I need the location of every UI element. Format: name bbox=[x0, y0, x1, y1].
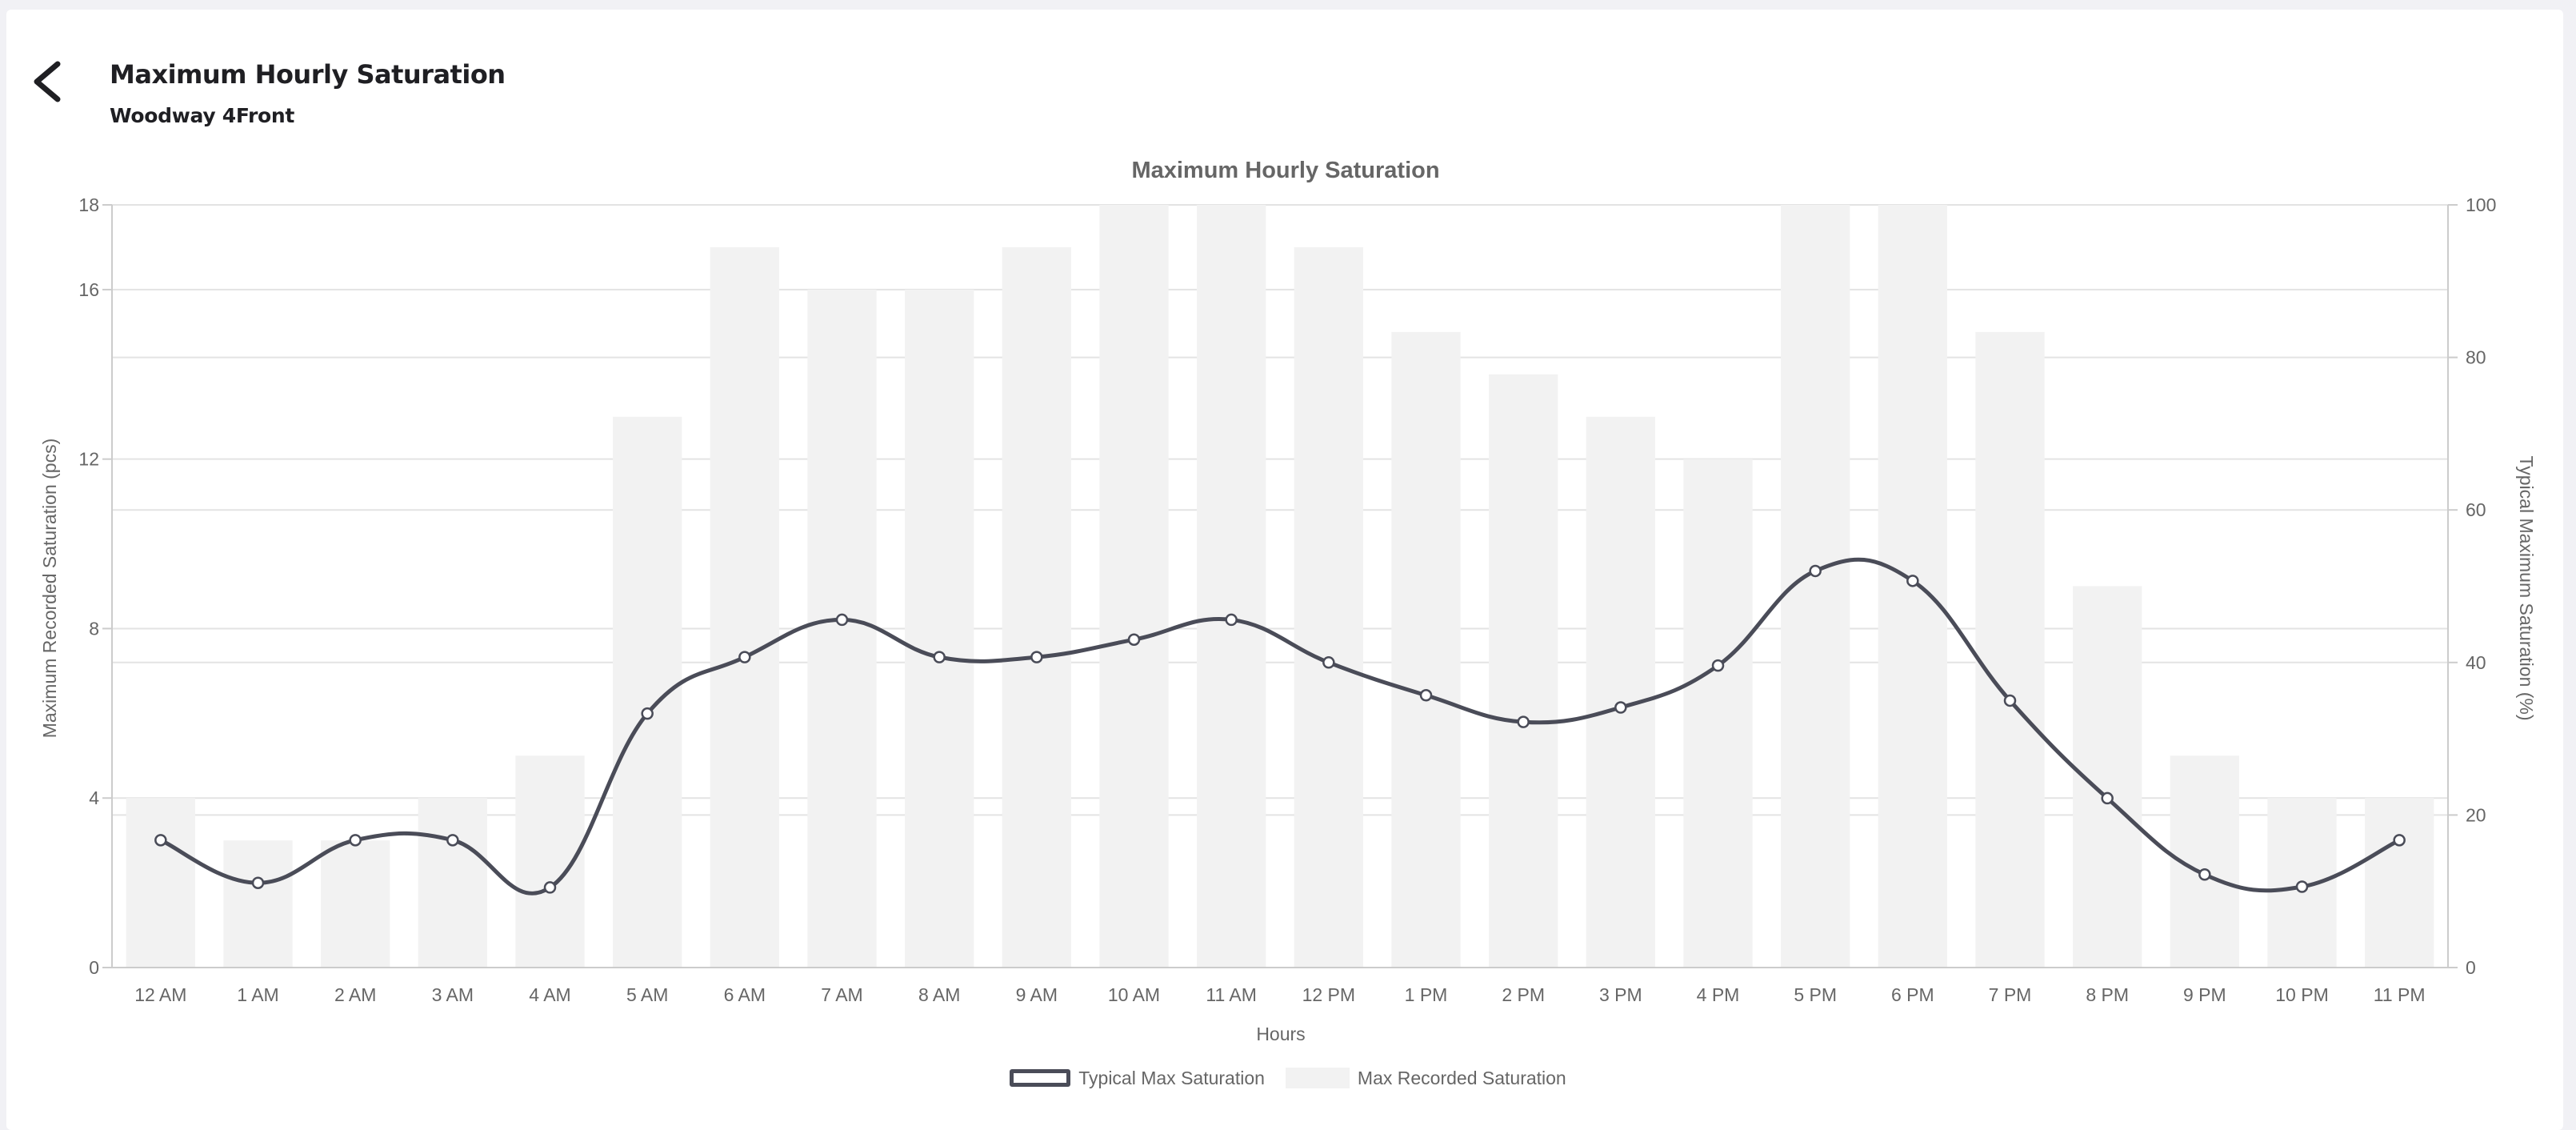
x-tick-label: 2 PM bbox=[1502, 984, 1545, 1005]
x-tick-label: 4 PM bbox=[1697, 984, 1740, 1005]
x-tick-label: 8 PM bbox=[2086, 984, 2129, 1005]
bar bbox=[126, 798, 196, 968]
y-tick-label: 18 bbox=[78, 194, 99, 215]
x-tick-label: 11 AM bbox=[1206, 984, 1257, 1005]
chevron-left-icon bbox=[34, 61, 61, 102]
x-tick-label: 6 PM bbox=[1891, 984, 1934, 1005]
x-tick-label: 12 PM bbox=[1302, 984, 1355, 1005]
line-point bbox=[1906, 575, 1919, 587]
bar bbox=[1586, 416, 1656, 968]
legend-label: Typical Max Saturation bbox=[1078, 1067, 1265, 1088]
x-tick-label: 11 PM bbox=[2374, 984, 2426, 1005]
line-point bbox=[2198, 868, 2211, 881]
bar bbox=[1099, 205, 1169, 968]
series-line-typical-max bbox=[159, 557, 2401, 896]
bar bbox=[2364, 798, 2434, 968]
y2-tick-label: 60 bbox=[2466, 499, 2486, 520]
bar bbox=[1683, 459, 1753, 968]
chart-title: Maximum Hourly Saturation bbox=[1131, 158, 1439, 183]
line-point bbox=[933, 651, 946, 663]
page-title: Maximum Hourly Saturation bbox=[110, 59, 506, 90]
x-tick-label: 7 PM bbox=[1989, 984, 2032, 1005]
legend-swatch-bar bbox=[1285, 1068, 1350, 1088]
x-tick-label: 7 AM bbox=[821, 984, 862, 1005]
bar bbox=[710, 246, 780, 968]
bar bbox=[904, 289, 974, 968]
x-tick-label: 6 AM bbox=[724, 984, 766, 1005]
bar bbox=[418, 798, 488, 968]
legend-swatch-line bbox=[1010, 1069, 1071, 1087]
y2-tick-label: 100 bbox=[2466, 194, 2496, 215]
bar bbox=[1488, 374, 1558, 968]
line-point bbox=[1517, 715, 1530, 728]
line-point bbox=[1614, 701, 1627, 714]
y2-tick-label: 0 bbox=[2466, 957, 2476, 978]
line-point bbox=[1322, 656, 1335, 669]
bar bbox=[612, 416, 682, 968]
y2-tick-label: 40 bbox=[2466, 652, 2486, 673]
bar bbox=[223, 840, 293, 968]
line-point bbox=[543, 881, 557, 894]
y-tick-label: 8 bbox=[89, 618, 99, 639]
y-axis-label: Maximum Recorded Saturation (pcs) bbox=[39, 439, 60, 739]
bar bbox=[1002, 246, 1072, 968]
x-tick-label: 10 PM bbox=[2275, 984, 2328, 1005]
line-point bbox=[1127, 633, 1141, 646]
line-point bbox=[154, 834, 167, 847]
x-tick-label: 3 AM bbox=[432, 984, 474, 1005]
x-tick-label: 8 AM bbox=[918, 984, 960, 1005]
line-point bbox=[835, 613, 849, 627]
y-tick-label: 4 bbox=[89, 787, 99, 808]
back-button[interactable] bbox=[24, 58, 72, 106]
line-point bbox=[1419, 689, 1433, 702]
bar bbox=[320, 840, 390, 968]
y-tick-label: 0 bbox=[89, 957, 99, 978]
page-subtitle: Woodway 4Front bbox=[110, 104, 295, 127]
y2-tick-label: 80 bbox=[2466, 347, 2486, 368]
bar bbox=[1294, 246, 1364, 968]
bar bbox=[807, 289, 877, 968]
bar bbox=[1196, 205, 1266, 968]
x-tick-label: 5 AM bbox=[626, 984, 668, 1005]
y-tick-label: 16 bbox=[78, 279, 99, 300]
x-tick-label: 10 AM bbox=[1108, 984, 1160, 1005]
y2-axis-label: Typical Maximum Saturation (%) bbox=[2516, 455, 2537, 720]
x-tick-label: 12 AM bbox=[134, 984, 186, 1005]
x-tick-label: 1 PM bbox=[1405, 984, 1448, 1005]
legend-label: Max Recorded Saturation bbox=[1357, 1067, 1566, 1088]
line-point bbox=[1225, 613, 1238, 627]
x-tick-label: 9 PM bbox=[2183, 984, 2226, 1005]
legend-item-typical[interactable]: Typical Max Saturation bbox=[1010, 1068, 1265, 1089]
line-point bbox=[2101, 791, 2114, 805]
line-point bbox=[1030, 651, 1043, 663]
x-tick-label: 2 AM bbox=[334, 984, 376, 1005]
x-tick-label: 9 AM bbox=[1016, 984, 1058, 1005]
line-point bbox=[446, 834, 459, 847]
line-point bbox=[641, 707, 654, 720]
y-tick-label: 12 bbox=[78, 449, 99, 470]
chart-legend: Typical Max Saturation Max Recorded Satu… bbox=[0, 1064, 2576, 1092]
x-tick-label: 5 PM bbox=[1794, 984, 1837, 1005]
bar bbox=[1391, 331, 1461, 968]
x-tick-label: 4 AM bbox=[529, 984, 570, 1005]
line-point bbox=[349, 834, 362, 847]
line-point bbox=[251, 876, 265, 889]
x-axis-label: Hours bbox=[1256, 1024, 1305, 1044]
y2-tick-label: 20 bbox=[2466, 804, 2486, 825]
line-point bbox=[1711, 659, 1725, 672]
line-point bbox=[738, 651, 751, 663]
line-point bbox=[2295, 880, 2309, 893]
line-point bbox=[2003, 694, 2017, 707]
legend-item-recorded[interactable]: Max Recorded Saturation bbox=[1285, 1067, 1566, 1089]
x-tick-label: 1 AM bbox=[237, 984, 278, 1005]
line-point bbox=[2393, 834, 2406, 847]
x-tick-label: 3 PM bbox=[1599, 984, 1642, 1005]
line-point bbox=[1809, 564, 1822, 578]
bar bbox=[1975, 331, 2045, 968]
